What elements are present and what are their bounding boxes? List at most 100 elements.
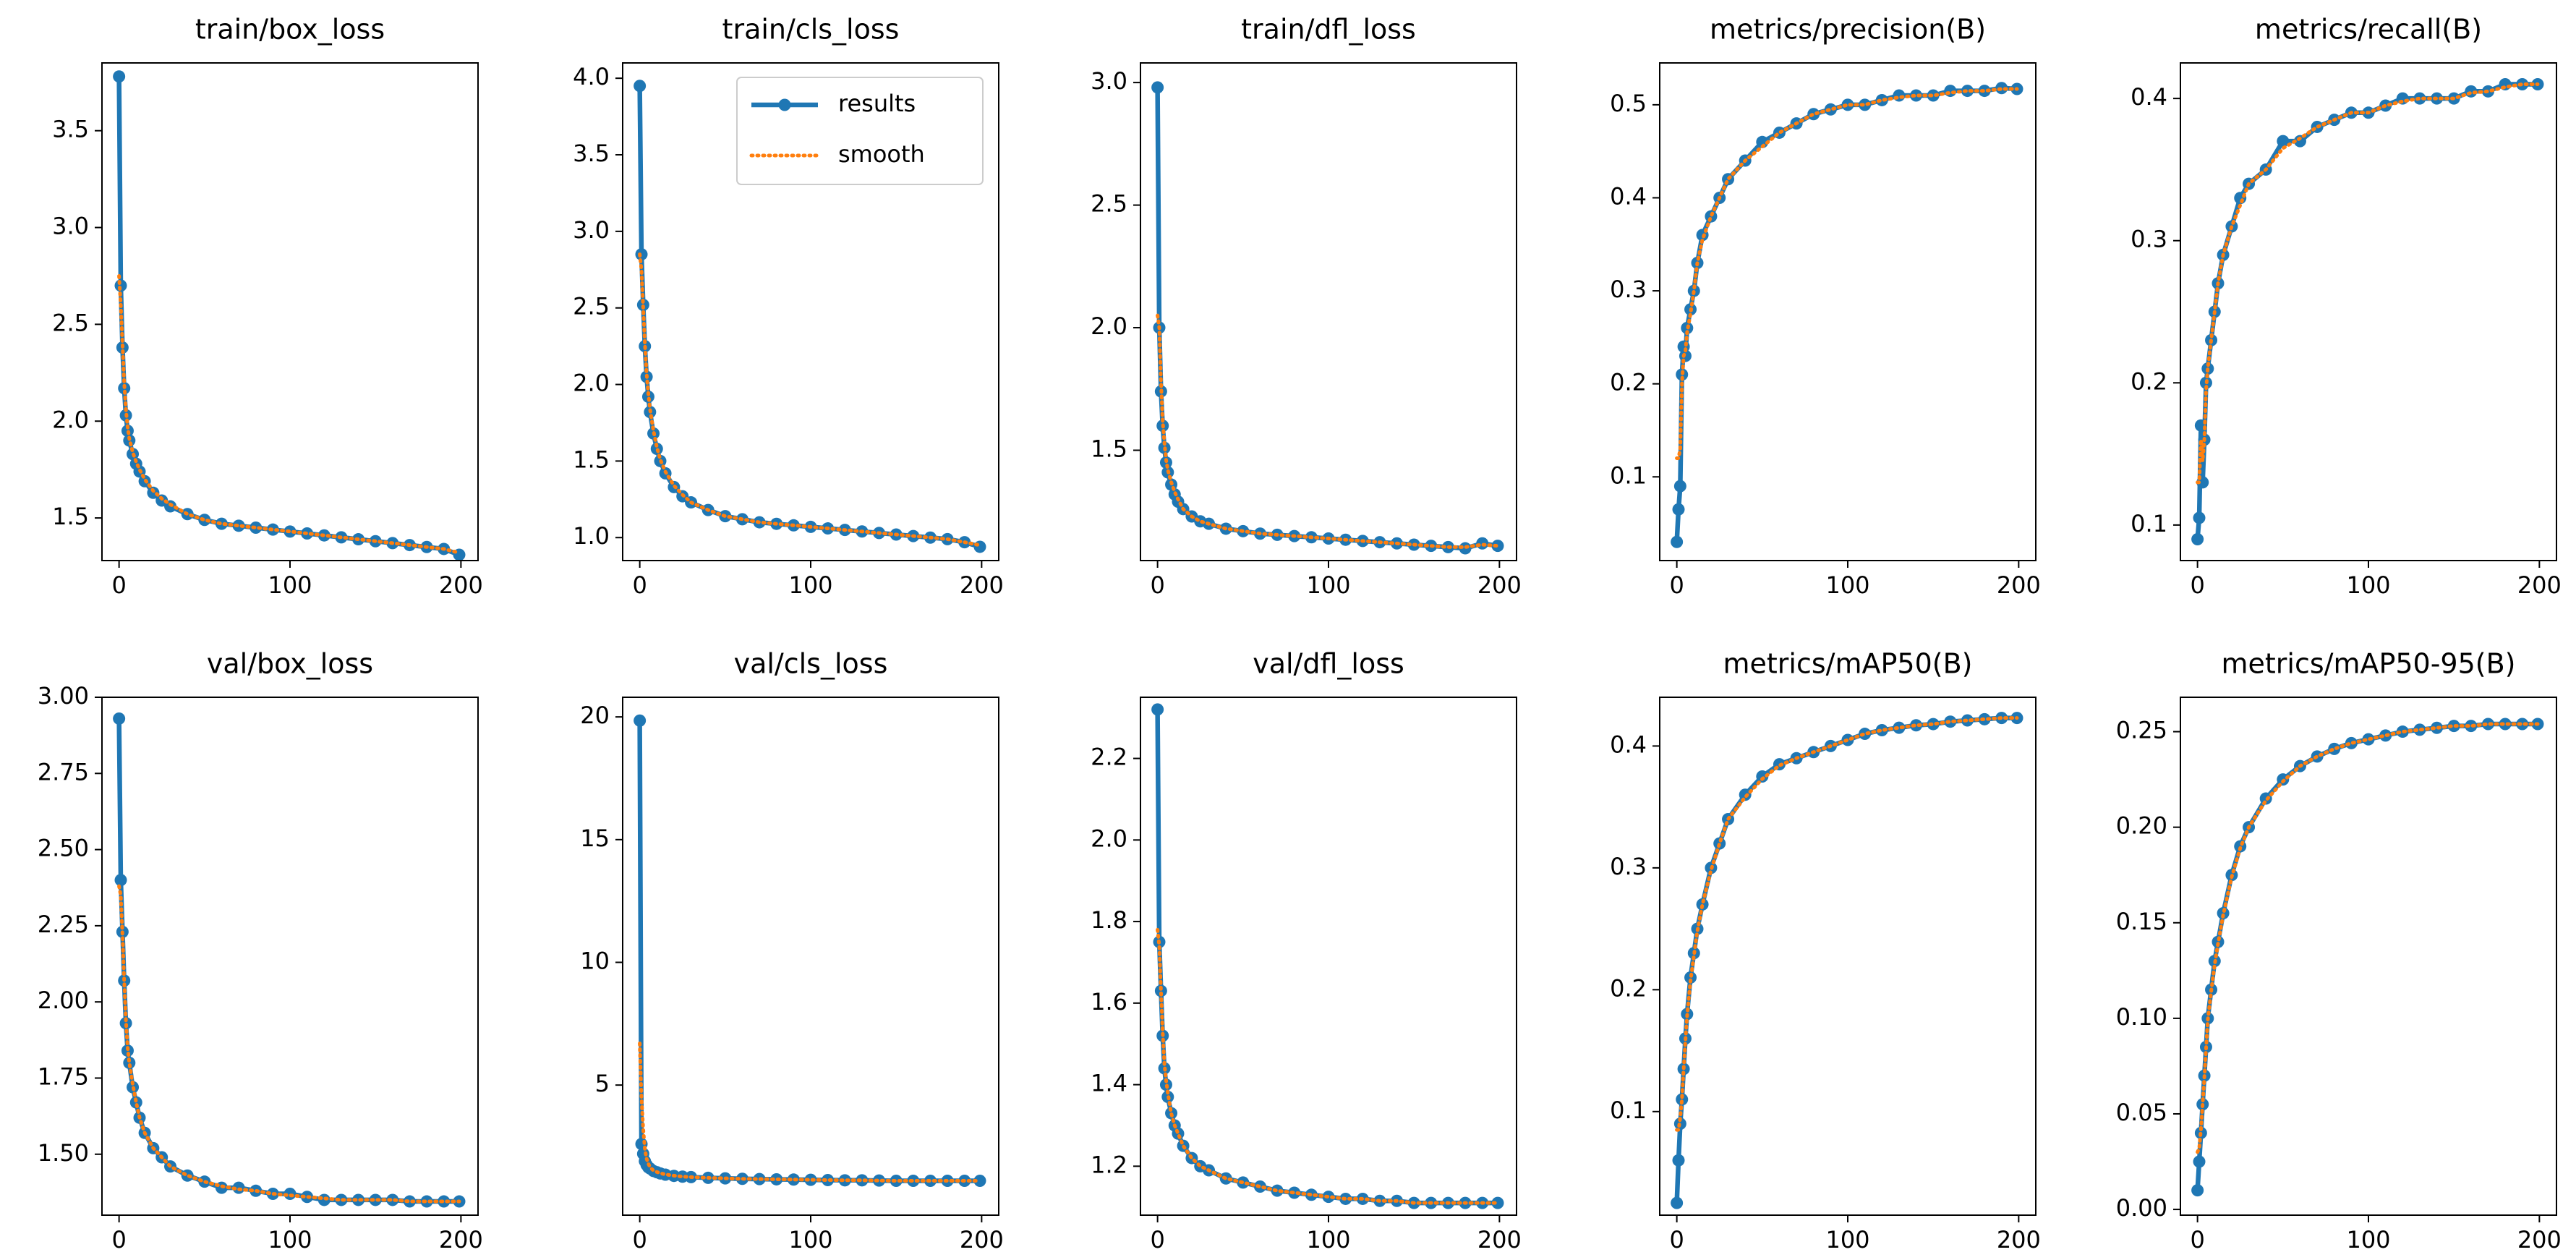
results-line xyxy=(116,76,461,558)
y-tick-label: 0.20 xyxy=(2116,812,2167,840)
y-tick-label: 0.4 xyxy=(1610,731,1647,758)
results-line xyxy=(1155,709,1498,1206)
subplot-title: train/box_loss xyxy=(195,14,385,46)
y-tick-label: 0.1 xyxy=(1610,1097,1647,1124)
x-tick-label: 0 xyxy=(632,571,647,599)
x-tick-label: 0 xyxy=(1150,1226,1164,1253)
results-marker xyxy=(2193,511,2206,524)
y-tick-label: 4.0 xyxy=(573,63,610,90)
results-line xyxy=(2195,82,2538,540)
x-tick-label: 200 xyxy=(960,571,1004,599)
results-marker xyxy=(113,712,126,725)
subplot-title: metrics/recall(B) xyxy=(2255,14,2482,46)
smooth-line xyxy=(117,884,461,1204)
smooth-series xyxy=(2196,82,2540,485)
y-tick-label: 0.10 xyxy=(2116,1003,2167,1031)
results-series xyxy=(2191,718,2544,1197)
y-tick-label: 3.0 xyxy=(52,213,89,240)
results-marker xyxy=(386,1193,399,1206)
plot-area xyxy=(634,714,986,1187)
axes-frame xyxy=(2180,697,2557,1216)
y-tick-label: 3.5 xyxy=(52,116,89,143)
y-tick-label: 0.00 xyxy=(2116,1194,2167,1222)
y-tick-label: 0.3 xyxy=(1610,853,1647,880)
x-tick-label: 0 xyxy=(2190,1226,2204,1253)
x-tick-label: 0 xyxy=(111,1226,126,1253)
y-tick-label: 1.0 xyxy=(573,522,610,550)
smooth-series xyxy=(2196,722,2540,1154)
legend-label: results xyxy=(838,90,916,117)
plot-area xyxy=(2191,718,2544,1197)
results-marker xyxy=(1859,98,1872,111)
y-tick-label: 1.8 xyxy=(1091,906,1127,934)
results-series xyxy=(634,714,986,1187)
results-marker xyxy=(973,540,986,553)
y-tick-label: 10 xyxy=(580,947,610,974)
x-tick-label: 0 xyxy=(111,571,126,599)
results-marker xyxy=(2191,533,2204,546)
x-tick-label: 200 xyxy=(439,571,483,599)
smooth-line xyxy=(1675,716,2019,1132)
results-marker xyxy=(641,390,654,403)
results-marker xyxy=(1671,1196,1684,1209)
legend: results smooth xyxy=(736,77,984,185)
y-tick-label: 1.4 xyxy=(1091,1070,1127,1097)
plot-area xyxy=(634,80,986,553)
y-tick-label: 3.0 xyxy=(1091,67,1127,95)
subplot-title: metrics/precision(B) xyxy=(1710,14,1986,46)
smooth-series xyxy=(1675,716,2019,1132)
smooth-series xyxy=(1156,927,1500,1205)
results-marker xyxy=(1154,984,1167,997)
subplot-title: metrics/mAP50-95(B) xyxy=(2221,648,2515,680)
y-tick-label: 0.05 xyxy=(2116,1099,2167,1126)
x-tick-label: 100 xyxy=(2346,571,2390,599)
y-tick-label: 20 xyxy=(580,702,610,729)
y-tick-label: 1.5 xyxy=(52,503,89,530)
results-marker xyxy=(2193,1155,2206,1168)
smooth-line xyxy=(1156,927,1500,1205)
results-marker xyxy=(2293,135,2306,148)
x-tick-label: 200 xyxy=(1477,1226,1522,1253)
x-tick-label: 200 xyxy=(439,1226,483,1253)
x-tick-label: 200 xyxy=(2517,571,2562,599)
x-tick-label: 100 xyxy=(1306,1226,1350,1253)
subplot-title: train/cls_loss xyxy=(722,14,900,46)
x-tick-label: 200 xyxy=(1997,1226,2041,1253)
y-tick-label: 1.6 xyxy=(1091,988,1127,1016)
results-marker xyxy=(1151,703,1164,716)
results-line xyxy=(1155,87,1498,551)
smooth-series xyxy=(638,252,982,548)
y-tick-label: 2.0 xyxy=(1091,312,1127,340)
x-tick-label: 100 xyxy=(1825,1226,1869,1253)
smooth-series xyxy=(638,1042,982,1183)
y-tick-label: 2.2 xyxy=(1091,744,1127,771)
results-line xyxy=(2195,721,2538,1191)
subplot-title: metrics/mAP50(B) xyxy=(1723,648,1973,680)
y-tick-label: 0.2 xyxy=(2131,367,2167,395)
axes-frame xyxy=(1140,62,1517,561)
y-tick-label: 0.1 xyxy=(2131,510,2167,537)
y-tick-label: 2.5 xyxy=(573,293,610,320)
results-series xyxy=(113,712,466,1208)
results-marker xyxy=(1756,770,1769,783)
plot-area xyxy=(113,70,466,561)
plot-area xyxy=(2191,77,2544,546)
results-marker xyxy=(369,1193,382,1206)
results-marker xyxy=(317,1193,330,1206)
y-tick-label: 2.0 xyxy=(52,406,89,433)
y-tick-label: 0.15 xyxy=(2116,908,2167,935)
results-marker xyxy=(2277,135,2290,148)
results-line xyxy=(1674,85,2018,542)
smooth-line xyxy=(1156,313,1500,549)
y-tick-label: 3.0 xyxy=(573,216,610,244)
y-tick-label: 15 xyxy=(580,825,610,852)
results-marker xyxy=(2516,718,2529,731)
plot-area xyxy=(1151,81,1504,555)
results-marker xyxy=(123,1056,136,1069)
x-tick-label: 0 xyxy=(1669,1226,1684,1253)
y-tick-label: 2.0 xyxy=(573,370,610,397)
y-tick-label: 0.3 xyxy=(2131,226,2167,253)
x-tick-label: 100 xyxy=(788,571,832,599)
smooth-line xyxy=(638,252,982,548)
